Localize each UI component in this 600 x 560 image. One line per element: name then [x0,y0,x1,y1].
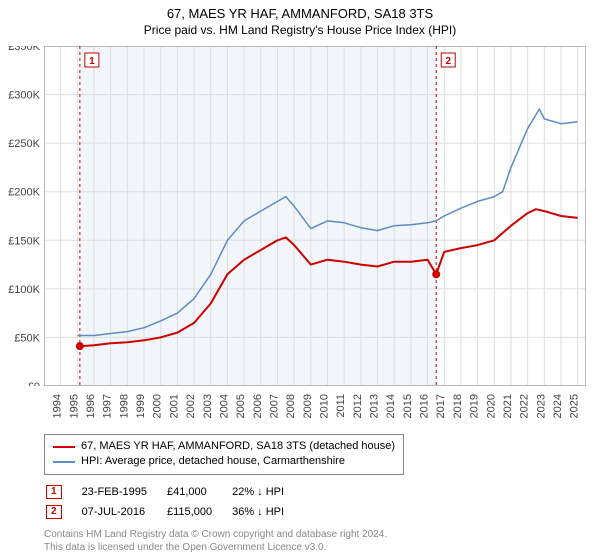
footer: Contains HM Land Registry data © Crown c… [44,528,387,554]
svg-text:2012: 2012 [352,394,364,418]
table-row: 2 07-JUL-2016£115,00036% ↓ HPI [46,503,302,521]
svg-text:2024: 2024 [552,394,564,418]
svg-text:2015: 2015 [402,394,414,418]
legend-label: 67, MAES YR HAF, AMMANFORD, SA18 3TS (de… [81,439,395,454]
svg-text:1994: 1994 [52,394,64,418]
svg-text:2009: 2009 [302,394,314,418]
chart-subtitle: Price paid vs. HM Land Registry's House … [0,23,600,41]
svg-text:2021: 2021 [502,394,514,418]
svg-text:2023: 2023 [535,394,547,418]
marker-badge: 1 [46,485,62,499]
svg-text:2020: 2020 [485,394,497,418]
svg-text:£100K: £100K [8,284,40,296]
x-axis: 1993 1994 1995 1996 1997 1998 1999 2000 2001 2002… [44,386,586,434]
svg-text:2004: 2004 [218,394,230,418]
sale-date: 23-FEB-1995 [82,483,165,501]
svg-text:£200K: £200K [8,187,40,199]
legend-item: 67, MAES YR HAF, AMMANFORD, SA18 3TS (de… [53,439,395,454]
footer-line-1: Contains HM Land Registry data © Crown c… [44,528,387,541]
svg-text:2: 2 [445,56,451,67]
svg-text:2019: 2019 [469,394,481,418]
table-row: 1 23-FEB-1995£41,00022% ↓ HPI [46,483,302,501]
svg-text:2006: 2006 [252,394,264,418]
svg-text:2008: 2008 [285,394,297,418]
svg-text:£0: £0 [28,381,40,386]
y-axis: £0 £50K £100K £150K £200K £250K £300K £350K [0,46,44,386]
legend-swatch [53,446,75,448]
sale-delta: 36% ↓ HPI [232,503,302,521]
svg-text:2018: 2018 [452,394,464,418]
svg-text:£350K: £350K [8,46,40,53]
sale-date: 07-JUL-2016 [82,503,165,521]
chart-title: 67, MAES YR HAF, AMMANFORD, SA18 3TS [0,0,600,23]
svg-text:2003: 2003 [202,394,214,418]
svg-text:1998: 1998 [118,394,130,418]
svg-text:2022: 2022 [519,394,531,418]
svg-text:1996: 1996 [85,394,97,418]
marker-badge: 2 [46,505,62,519]
sales-table: 1 23-FEB-1995£41,00022% ↓ HPI 2 07-JUL-2016… [44,481,304,523]
chart-area: 12 [44,46,586,386]
sale-price: £115,000 [167,503,230,521]
svg-text:2025: 2025 [569,394,581,418]
legend-item: HPI: Average price, detached house, Carm… [53,454,395,469]
svg-text:1997: 1997 [102,394,114,418]
svg-text:2016: 2016 [419,394,431,418]
svg-text:2005: 2005 [235,394,247,418]
legend-box: 67, MAES YR HAF, AMMANFORD, SA18 3TS (de… [44,434,404,475]
footer-line-2: This data is licensed under the Open Gov… [44,541,387,554]
sale-price: £41,000 [167,483,230,501]
line-chart: 12 [44,46,586,386]
svg-text:2007: 2007 [268,394,280,418]
svg-text:2002: 2002 [185,394,197,418]
svg-text:1: 1 [89,56,95,67]
svg-text:2001: 2001 [168,394,180,418]
svg-text:2010: 2010 [319,394,331,418]
svg-text:1995: 1995 [68,394,80,418]
svg-text:2013: 2013 [369,394,381,418]
svg-text:£250K: £250K [8,138,40,150]
svg-text:2011: 2011 [335,394,347,418]
svg-text:2000: 2000 [152,394,164,418]
legend-area: 67, MAES YR HAF, AMMANFORD, SA18 3TS (de… [44,434,586,523]
sale-delta: 22% ↓ HPI [232,483,302,501]
svg-text:1999: 1999 [135,394,147,418]
svg-text:1993: 1993 [44,394,47,418]
svg-text:£300K: £300K [8,90,40,102]
svg-text:2014: 2014 [385,394,397,418]
legend-label: HPI: Average price, detached house, Carm… [81,454,345,469]
svg-text:2017: 2017 [435,394,447,418]
legend-swatch [53,461,75,463]
svg-text:£50K: £50K [14,332,40,344]
svg-text:£150K: £150K [8,235,40,247]
